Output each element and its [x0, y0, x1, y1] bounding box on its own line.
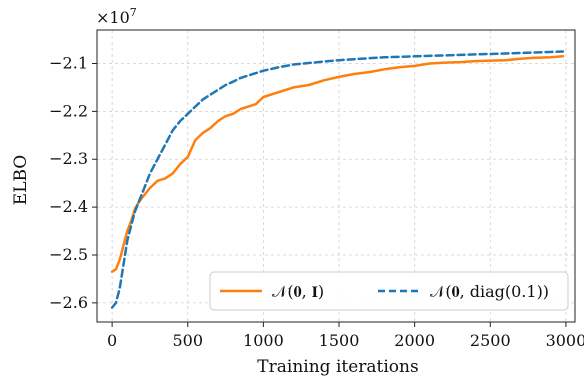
x-tick-label: 0 [107, 331, 117, 350]
y-tick-label: −2.5 [49, 245, 88, 264]
x-tick-label: 3000 [546, 331, 584, 350]
series-line-1 [110, 50, 565, 309]
y-tick-label: −2.4 [49, 197, 88, 216]
x-tick-label: 500 [172, 331, 203, 350]
x-tick-label: 1000 [243, 331, 284, 350]
series-line-0 [110, 55, 565, 273]
y-tick-label: −2.6 [49, 293, 88, 312]
x-tick-label: 1500 [319, 331, 360, 350]
legend-label-normal-diag: 𝒩(𝟎, diag(0.1)) [430, 282, 549, 301]
plot-frame [96, 29, 576, 323]
y-tick-label: −2.2 [49, 101, 88, 120]
x-axis-label: Training iterations [257, 357, 418, 377]
y-tick-label: −2.3 [49, 149, 88, 168]
legend: 𝒩(𝟎, 𝐈) 𝒩(𝟎, diag(0.1)) [209, 271, 569, 311]
ticks [92, 63, 567, 327]
legend-label-normal-identity: 𝒩(𝟎, 𝐈) [272, 282, 324, 301]
series-layer [110, 50, 565, 309]
x-tick-label: 2500 [470, 331, 511, 350]
tick-labels: 0 500 1000 1500 2000 2500 3000 −2.6 −2.5 −2.4 −2.3… [49, 54, 584, 350]
x-tick-label: 2000 [394, 331, 435, 350]
y-axis-label: ELBO [11, 155, 31, 205]
y-tick-label: −2.1 [49, 54, 88, 73]
y-scale-factor: ×107 [96, 6, 137, 27]
